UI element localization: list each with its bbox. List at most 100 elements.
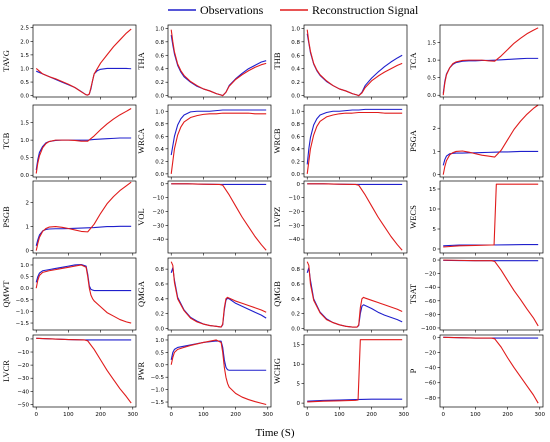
y-tick-label-qmwt: −0.5 [16, 298, 30, 304]
series-line-observations-thb [306, 33, 403, 97]
plot-frame-vol [167, 180, 272, 254]
series-line-observations-psgb [35, 225, 132, 246]
series-line-reconstruction-psga [442, 104, 539, 175]
y-tick-label-wrca: 0.8 [155, 122, 164, 128]
y-tick-label-qmgb: 0.0 [291, 327, 300, 333]
y-tick-label-p: −20 [424, 350, 436, 356]
series-line-reconstruction-tha [170, 29, 267, 97]
series-line-reconstruction-lvcr [36, 337, 132, 404]
plot-frame-lvcr [32, 334, 137, 408]
panel-wrca: 0.0 0.2 0.4 0.6 0.8 1.0 WRCA [136, 104, 272, 180]
y-axis-label-tha: THA [136, 51, 146, 69]
panel-qmgb: 0.0 0.2 0.4 0.6 0.8 QMGB [272, 257, 408, 333]
series-line-observations-psga [442, 150, 539, 166]
series-line-observations-tca [442, 57, 539, 94]
y-axis-label-vol: VOL [136, 208, 146, 225]
y-tick-label-tavg: 2.0 [20, 39, 29, 45]
y-tick-label-tsat: −40 [424, 285, 436, 291]
series-line-observations-tcb [35, 137, 132, 171]
panel-lvcr: 0 −10 −20 −30 −40 −50 0 100 200 300 LVCR [1, 334, 139, 418]
x-tick-label-pwr: 0 [169, 412, 173, 418]
y-axis-label-pwr: PWR [136, 361, 146, 380]
series-line-observations-tha [170, 35, 267, 97]
y-tick-label-pwr: −0.5 [151, 375, 165, 381]
panel-qmwt: −1.5 −1.0 −0.5 0.0 0.5 1.0 QMWT [1, 257, 137, 333]
y-tick-label-qmwt: −1.5 [16, 321, 30, 327]
y-tick-label-pwr: 0.5 [155, 350, 164, 356]
plot-frame-p [439, 334, 544, 408]
y-tick-label-psga: 0 [433, 173, 437, 179]
y-tick-label-tsat: 0 [433, 258, 437, 264]
plot-frame-qmgb [303, 257, 408, 331]
y-tick-label-wchg: 0 [297, 401, 301, 407]
plot-frame-thb [303, 24, 408, 98]
x-tick-label-lvcr: 300 [128, 412, 139, 418]
y-tick-label-qmwt: −1.0 [16, 309, 30, 315]
y-tick-label-tavg: 2.5 [20, 26, 29, 32]
y-tick-label-tsat: −80 [424, 312, 436, 318]
y-tick-label-thb: 0.8 [291, 40, 300, 46]
plot-frame-pwr [167, 334, 272, 408]
y-tick-label-wrca: 0.0 [155, 172, 164, 178]
y-tick-label-tha: 0.8 [155, 40, 164, 46]
y-tick-label-lvcr: −20 [17, 363, 29, 369]
plot-frame-wecs [439, 180, 544, 254]
panel-tavg: 0.0 0.5 1.0 1.5 2.0 2.5 TAVG [1, 24, 137, 100]
x-tick-label-p: 0 [441, 412, 445, 418]
plot-frame-tha [167, 24, 272, 98]
plot-frame-qmwt [32, 257, 137, 331]
y-tick-label-lvpz: 0 [297, 182, 301, 188]
y-tick-label-psgb: 1 [26, 225, 30, 231]
y-tick-label-tsat: −100 [421, 326, 437, 332]
y-tick-label-qmwt: 0.0 [20, 286, 29, 292]
y-axis-label-lvpz: LVPZ [272, 207, 282, 227]
plot-frame-qmga [167, 257, 272, 331]
y-tick-label-qmga: 0.8 [155, 267, 164, 273]
y-tick-label-tcb: 0.5 [20, 156, 29, 162]
y-tick-label-lvcr: −10 [17, 350, 29, 356]
plot-frame-wrca [167, 104, 272, 178]
y-axis-label-qmwt: QMWT [1, 280, 11, 308]
series-line-observations-qmgb [306, 267, 403, 328]
y-tick-label-wchg: 10 [293, 362, 300, 368]
y-tick-label-tca: 0.5 [427, 76, 436, 82]
plot-frame-tsat [439, 257, 544, 331]
plot-frame-tcb [32, 104, 137, 178]
y-tick-label-thb: 0.2 [291, 80, 300, 86]
y-axis-label-psga: PSGA [408, 129, 418, 152]
x-tick-label-pwr: 300 [263, 412, 274, 418]
series-line-reconstruction-qmgb [306, 261, 403, 328]
y-tick-label-wrcb: 0.6 [291, 134, 300, 140]
series-line-reconstruction-qmwt [35, 264, 132, 324]
panel-thb: 0.0 0.2 0.4 0.6 0.8 1.0 THB [272, 24, 408, 100]
y-tick-label-qmgb: 0.2 [291, 312, 300, 318]
x-tick-label-wchg: 0 [305, 412, 309, 418]
y-tick-label-tcb: 0.0 [20, 173, 29, 179]
y-axis-label-thb: THB [272, 52, 282, 69]
panel-wecs: 0 5 10 15 WECS [408, 180, 544, 256]
series-line-reconstruction-wrcb [306, 111, 403, 174]
panel-tha: 0.0 0.2 0.4 0.6 0.8 1.0 THA [136, 24, 272, 100]
y-tick-label-lvpz: −10 [288, 196, 300, 202]
y-tick-label-p: 0 [433, 335, 437, 341]
y-tick-label-tca: 1.5 [427, 41, 436, 47]
y-tick-label-tha: 0.4 [155, 67, 164, 73]
series-line-reconstruction-tca [442, 27, 539, 96]
y-tick-label-wrcb: 1.0 [291, 109, 300, 115]
panel-wchg: 0 5 10 15 0 100 200 300 WCHG [272, 334, 410, 418]
y-tick-label-wecs: 0 [433, 247, 437, 253]
plot-frame-tca [439, 24, 544, 98]
y-tick-label-wrca: 0.4 [155, 147, 164, 153]
series-line-observations-tavg [36, 67, 132, 96]
y-tick-label-tca: 0.0 [427, 93, 436, 99]
y-tick-label-thb: 0.6 [291, 53, 300, 59]
y-axis-label-wchg: WCHG [272, 358, 282, 384]
series-line-reconstruction-wecs [443, 183, 539, 248]
series-line-reconstruction-psgb [35, 181, 132, 251]
x-tick-label-wchg: 100 [334, 412, 345, 418]
y-tick-label-wchg: 5 [297, 382, 301, 388]
x-tick-label-p: 200 [502, 412, 513, 418]
panel-tca: 0.0 0.5 1.0 1.5 TCA [408, 24, 544, 100]
y-tick-label-wrcb: 0.8 [291, 122, 300, 128]
